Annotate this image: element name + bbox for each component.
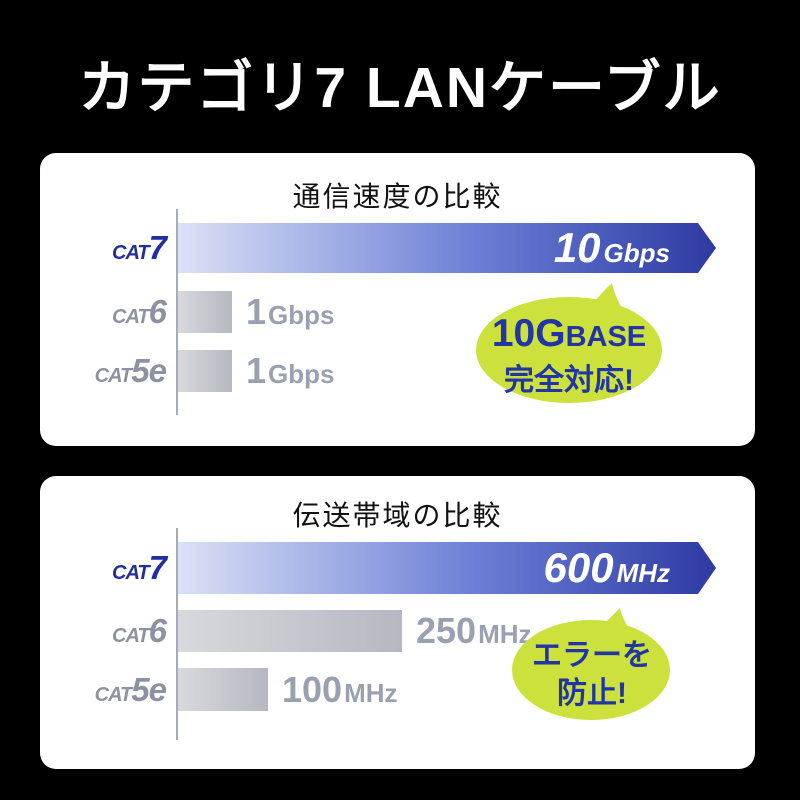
bar-cat5e-bandwidth [178,668,268,711]
page-title: カテゴリ7 LANケーブル [78,56,722,120]
cat7-label-prefix: CAT [112,562,150,584]
row-label-cat6: CAT6 [40,291,167,333]
cat6-label-suffix: 6 [148,293,167,330]
row-label-cat5e: CAT5e [40,668,167,711]
value-number: 600 [543,544,614,591]
row-label-cat5e: CAT5e [40,350,167,392]
cat5e-label-prefix: CAT [94,365,133,387]
bar-cat6-speed [178,291,232,333]
cat7-label-suffix: 7 [148,549,167,586]
speed-panel-header: 通信速度の比較 [292,181,503,212]
value-number: 10 [553,224,601,271]
cat7-label: CAT7 [112,549,167,587]
value-unit: Gbps [603,238,670,268]
bar-cat6-bandwidth [178,610,402,652]
cat6-label-prefix: CAT [112,625,150,647]
bubble-line1: エラーを [532,639,652,672]
speech-bubble-shape [512,608,670,720]
bar-value-cat6-speed: 1Gbps [246,291,334,333]
value-unit: MHz [478,619,532,649]
callout-bubble-10gbase: 10GBASE 完全対応! [474,281,664,403]
bar-row-cat5e: 100MHz [178,668,745,711]
value-number: 1 [246,291,267,332]
bar-row-cat7: 10 Gbps [178,223,745,273]
value-number: 1 [246,350,267,391]
bar-row-cat7: 600 MHz [178,542,745,594]
speed-comparison-panel: 通信速度の比較 CAT7 10 Gbps CAT6 1Gbps CAT5e 1Gb… [40,153,755,446]
bar-value-cat7-bandwidth: 600 MHz [543,544,670,592]
axis-line [176,209,178,415]
bandwidth-comparison-panel: 伝送帯域の比較 CAT7 600 MHz CAT6 250MHz CAT5e 10… [40,476,755,769]
cat5e-label-suffix: 5e [131,670,167,708]
bar-cat5e-speed [178,350,232,392]
value-unit: MHz [344,677,398,708]
bubble-text: エラーを 防止! [512,618,672,732]
cat6-label: CAT6 [112,612,167,650]
bubble-line2: 防止! [557,677,627,710]
bar-row-cat6: 1Gbps [178,291,745,333]
bar-row-cat6: 250MHz [178,610,745,652]
bubble-line1-small: BASE [565,321,647,353]
row-label-cat7: CAT7 [40,223,167,273]
bar-cat7-speed: 10 Gbps [178,223,716,273]
bar-value-cat5e-bandwidth: 100MHz [282,669,398,711]
value-number: 250 [416,610,477,651]
bandwidth-panel-header: 伝送帯域の比較 [292,500,503,531]
cat7-label: CAT7 [112,229,167,267]
speech-bubble-shape [476,283,662,403]
cat7-label-suffix: 7 [148,229,167,266]
bubble-body [512,620,670,720]
value-number: 100 [282,668,343,710]
bar-value-cat5e-speed: 1Gbps [246,350,334,392]
callout-bubble-error: エラーを 防止! [512,606,672,720]
cat5e-label: CAT5e [94,352,167,390]
cat7-label-prefix: CAT [112,242,150,264]
bubble-body [476,297,662,403]
cat5e-label-prefix: CAT [94,683,133,706]
value-unit: MHz [616,558,670,588]
cat6-label-suffix: 6 [148,612,167,649]
bar-cat7-bandwidth: 600 MHz [178,542,716,594]
row-label-cat7: CAT7 [40,542,167,594]
bubble-line2: 完全対応! [504,364,634,397]
bubble-text: 10GBASE 完全対応! [474,295,664,417]
cat6-label-prefix: CAT [112,306,150,328]
cat6-label: CAT6 [112,293,167,331]
bubble-line1: 10GBASE [492,313,646,363]
bar-value-cat6-bandwidth: 250MHz [416,610,532,652]
bubble-line1-big: 10G [491,312,566,355]
row-label-cat6: CAT6 [40,610,167,652]
cat5e-label-suffix: 5e [131,352,167,389]
value-unit: Gbps [268,359,335,389]
bar-row-cat5e: 1Gbps [178,350,745,392]
axis-line [176,528,178,740]
value-unit: Gbps [268,300,335,330]
bar-value-cat7-speed: 10 Gbps [554,224,670,272]
cat5e-label: CAT5e [94,670,167,709]
